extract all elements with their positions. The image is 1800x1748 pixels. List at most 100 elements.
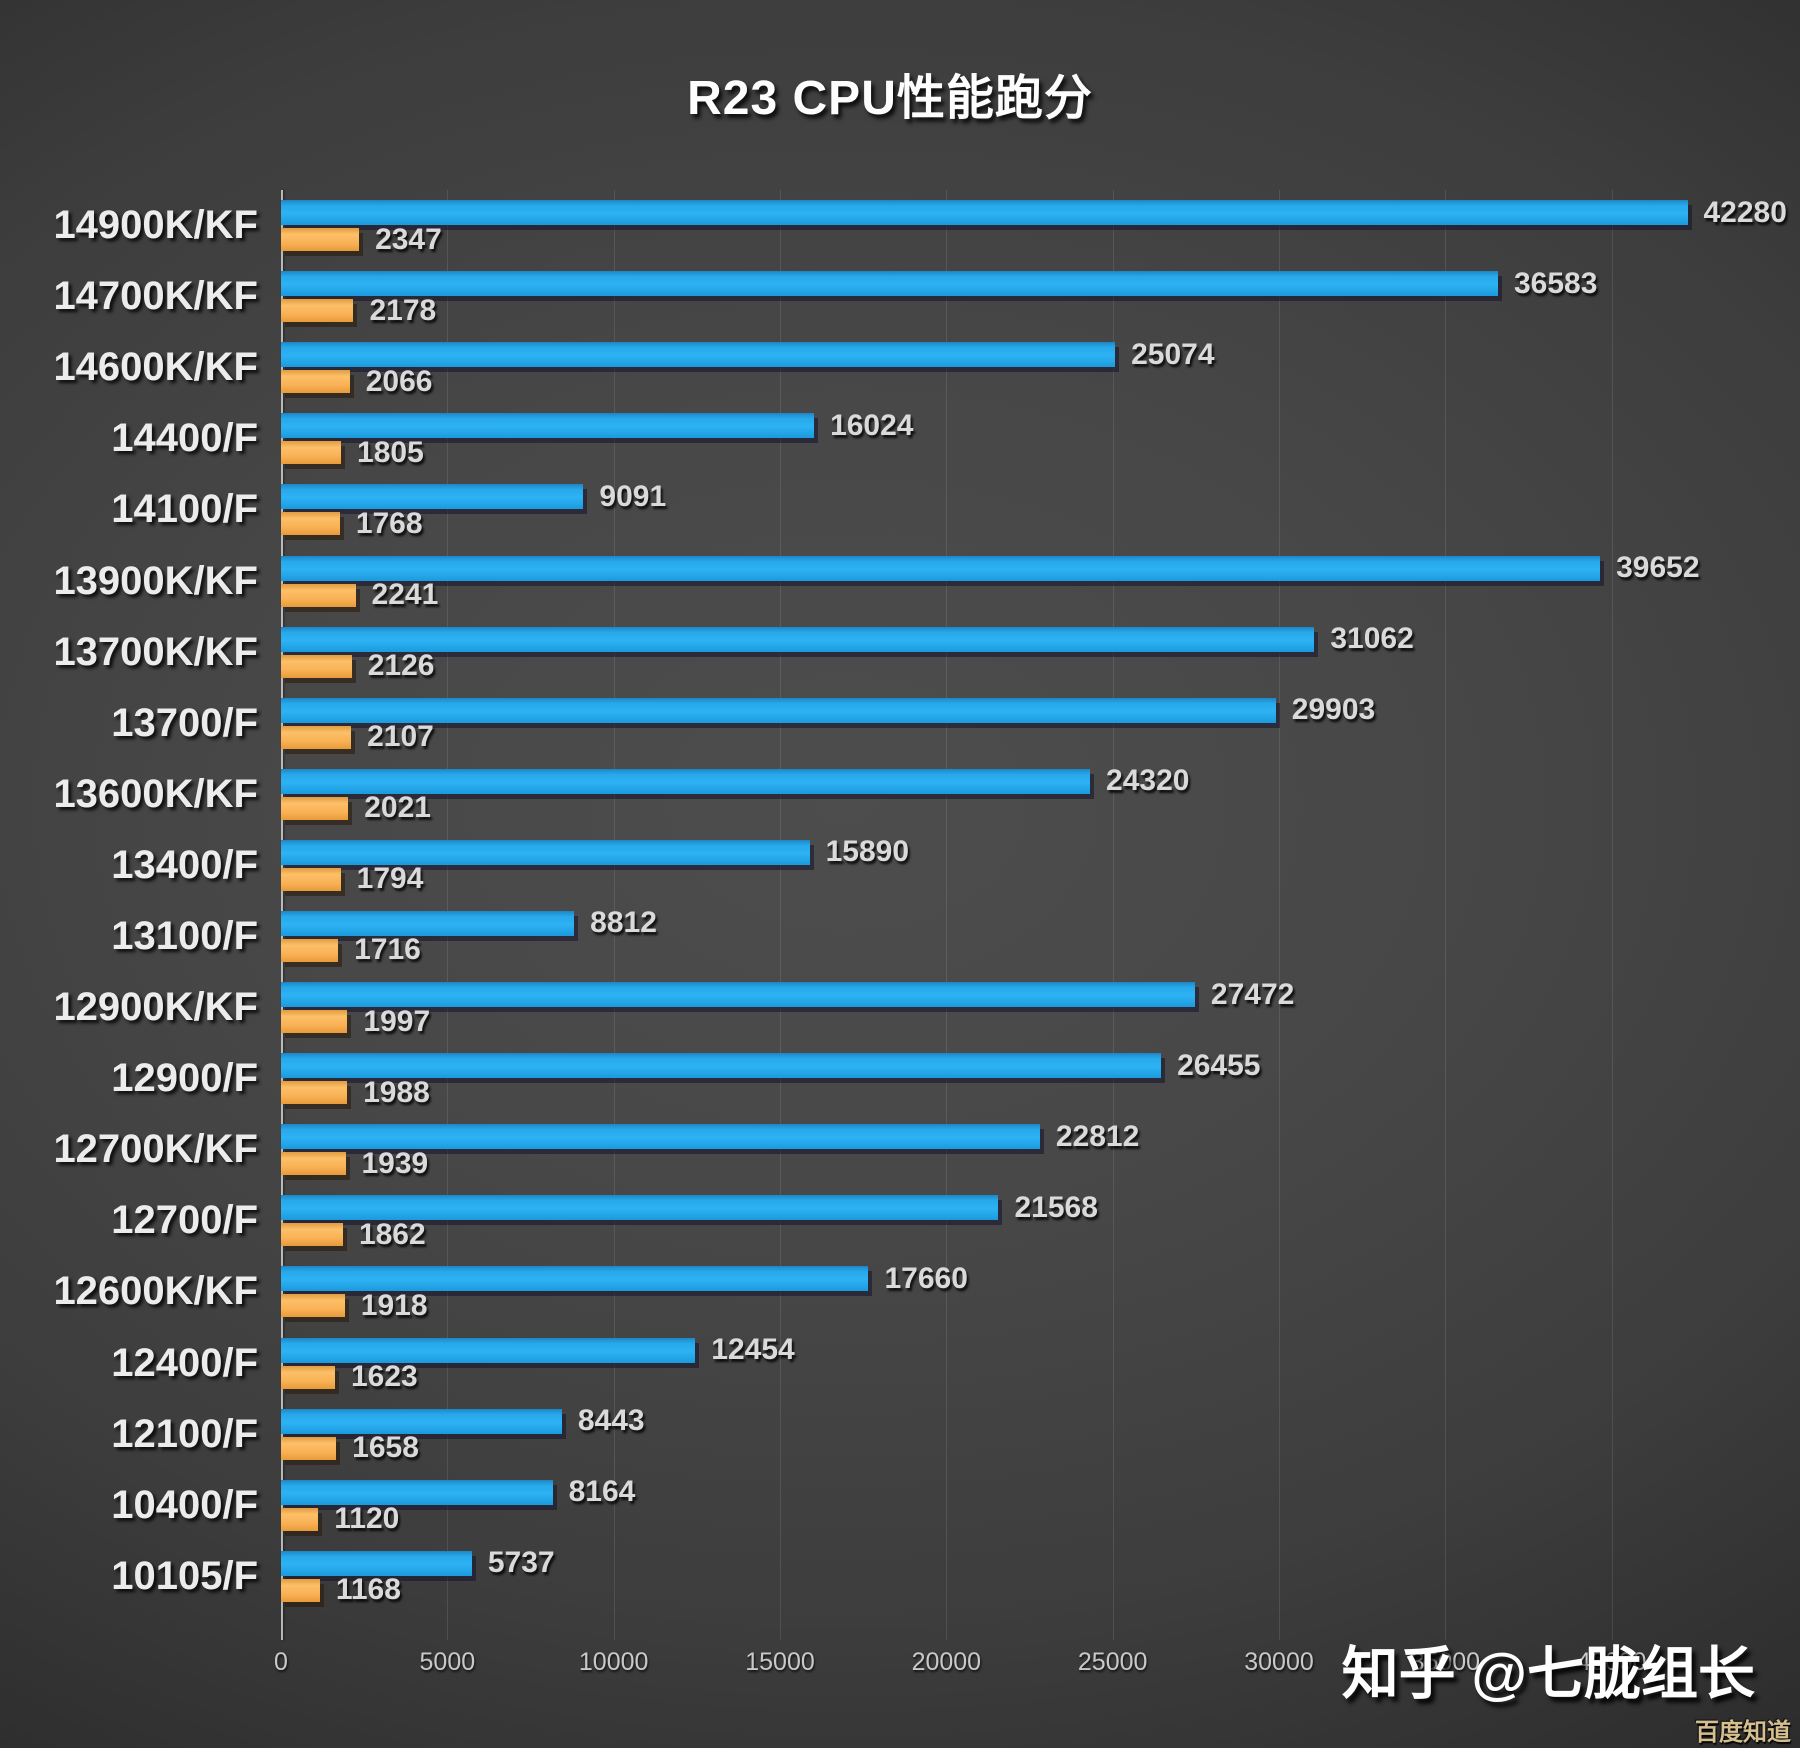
bar-orange [281, 796, 349, 820]
bar-line: 25074 [281, 338, 1778, 371]
bar-line: 1805 [281, 436, 1778, 469]
bar-line: 2178 [281, 294, 1778, 327]
bar-blue [281, 271, 1498, 297]
bar-line: 17660 [281, 1262, 1778, 1295]
bar-line: 36583 [281, 267, 1778, 300]
bar-blue [281, 910, 575, 936]
category-label: 12100/F [111, 1411, 258, 1456]
category-label: 12900/F [111, 1056, 258, 1101]
bar-orange [281, 725, 352, 749]
value-label: 1168 [335, 1573, 401, 1607]
value-label: 1805 [357, 435, 424, 469]
chart-row: 14400/F 16024 1805 [0, 403, 1780, 474]
category-label: 14400/F [111, 416, 258, 461]
bar-line: 27472 [281, 978, 1778, 1011]
value-label: 2241 [371, 578, 439, 612]
row-bars: 17660 1918 [281, 1256, 1778, 1327]
bar-line: 1794 [281, 862, 1778, 895]
bar-blue [281, 1550, 472, 1576]
bar-blue [281, 626, 1315, 652]
bar-line: 1168 [281, 1573, 1778, 1606]
bar-line: 2126 [281, 649, 1778, 682]
value-label: 31062 [1330, 622, 1414, 656]
bar-blue [281, 200, 1688, 226]
row-bars: 42280 2347 [281, 190, 1787, 261]
bar-orange [281, 867, 341, 891]
row-bars: 27472 1997 [281, 972, 1778, 1043]
value-label: 39652 [1616, 551, 1700, 585]
value-label: 17660 [884, 1261, 968, 1295]
chart-row: 12700K/KF 22812 1939 [0, 1114, 1780, 1185]
value-label: 1988 [363, 1075, 430, 1109]
category-label: 12700K/KF [53, 1127, 258, 1172]
bar-line: 26455 [281, 1049, 1778, 1082]
chart-row: 14900K/KF 42280 2347 [0, 190, 1787, 261]
chart-row: 12400/F 12454 1623 [0, 1328, 1780, 1399]
bar-line: 29903 [281, 693, 1778, 726]
bar-blue [281, 1124, 1040, 1150]
value-label: 8164 [568, 1475, 636, 1509]
bar-orange [281, 583, 356, 607]
bar-line: 1768 [281, 507, 1778, 540]
category-label: 12600K/KF [53, 1269, 258, 1314]
chart-row: 10105/F 5737 1168 [0, 1541, 1780, 1612]
row-bars: 39652 2241 [281, 545, 1778, 616]
row-bars: 8812 1716 [281, 901, 1778, 972]
bar-line: 1658 [281, 1431, 1778, 1464]
bar-orange [281, 228, 360, 252]
bar-line: 12454 [281, 1333, 1778, 1366]
value-label: 8812 [590, 906, 657, 940]
bar-line: 15890 [281, 835, 1778, 868]
chart-row: 13700/F 29903 2107 [0, 688, 1780, 759]
bar-blue [281, 982, 1195, 1008]
value-label: 1939 [361, 1146, 429, 1180]
row-bars: 31062 2126 [281, 617, 1778, 688]
bar-blue [281, 697, 1276, 723]
chart-row: 13400/F 15890 1794 [0, 830, 1780, 901]
category-label: 13700/F [111, 700, 258, 745]
value-label: 2347 [375, 222, 442, 256]
chart-row: 13900K/KF 39652 2241 [0, 545, 1780, 616]
bar-line: 1862 [281, 1218, 1778, 1251]
axis-tick-label: 10000 [578, 1648, 649, 1676]
category-label: 13900K/KF [53, 558, 258, 603]
bar-blue [281, 768, 1091, 794]
chart-row: 13600K/KF 24320 2021 [0, 759, 1780, 830]
category-label: 13100/F [111, 913, 258, 958]
bar-chart: 0 5000 10000 15000 20000 25000 30000 35000 40000… [0, 190, 1787, 1676]
value-label: 2178 [369, 293, 437, 327]
bar-orange [281, 370, 350, 394]
value-label: 1716 [354, 933, 421, 967]
value-label: 1918 [360, 1288, 428, 1322]
chart-rows: 14900K/KF 42280 2347 14700K/KF 36583 2178 1460… [0, 190, 1787, 1612]
category-label: 10105/F [111, 1553, 258, 1598]
value-label: 2107 [367, 720, 434, 754]
bar-line: 2066 [281, 365, 1778, 398]
chart-row: 10400/F 8164 1120 [0, 1470, 1780, 1541]
value-label: 29903 [1291, 693, 1376, 727]
bar-line: 2241 [281, 578, 1778, 611]
bar-orange [281, 654, 352, 678]
value-label: 15890 [825, 835, 910, 869]
chart-row: 13700K/KF 31062 2126 [0, 617, 1780, 688]
category-label: 14100/F [111, 487, 258, 532]
bar-orange [281, 1436, 337, 1460]
bar-blue [281, 1266, 869, 1292]
bar-blue [281, 1408, 562, 1434]
row-bars: 8164 1120 [281, 1470, 1778, 1541]
row-bars: 36583 2178 [281, 261, 1778, 332]
bar-line: 9091 [281, 480, 1778, 513]
bar-line: 16024 [281, 409, 1778, 442]
zhihu-watermark: 知乎 @七胧组长 [1341, 1642, 1755, 1706]
value-label: 21568 [1014, 1190, 1098, 1224]
bar-line: 31062 [281, 622, 1778, 655]
value-label: 22812 [1055, 1119, 1140, 1153]
bar-line: 1997 [281, 1005, 1778, 1038]
value-label: 1862 [358, 1217, 426, 1251]
bar-line: 2347 [281, 223, 1778, 256]
bar-blue [281, 555, 1601, 581]
row-bars: 29903 2107 [281, 688, 1778, 759]
bar-orange [281, 1081, 348, 1105]
axis-tick-label: 15000 [745, 1648, 815, 1676]
bar-line: 39652 [281, 551, 1778, 584]
